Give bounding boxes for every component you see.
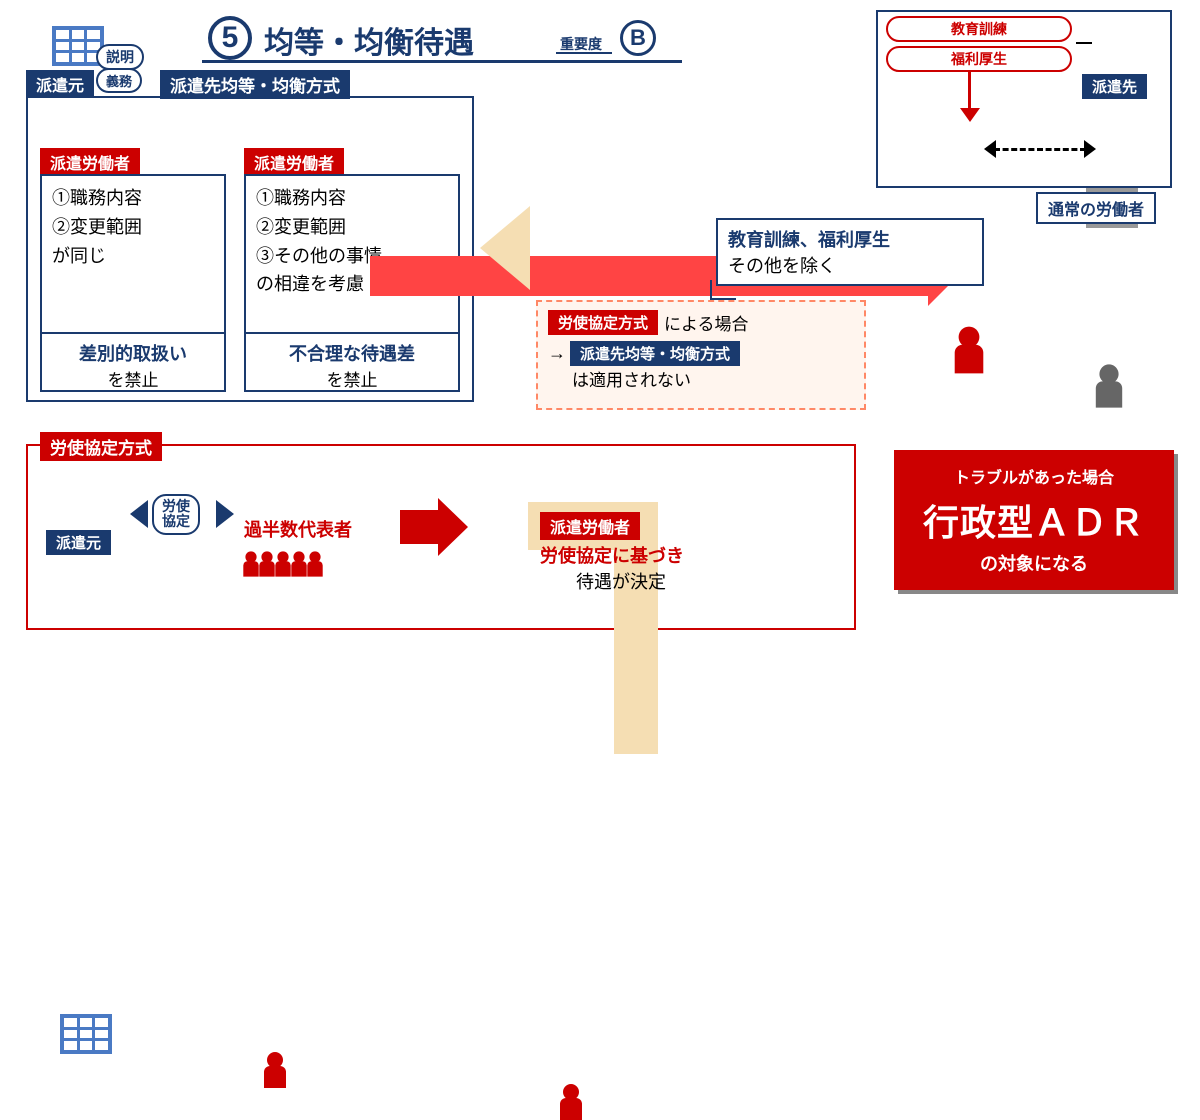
beige-arrowhead-icon xyxy=(480,206,530,290)
mid-t1: による場合 xyxy=(664,310,749,335)
col1-foot2: を禁止 xyxy=(48,366,218,391)
dot-arrow-l-icon xyxy=(984,140,996,158)
m2-arr-l-icon xyxy=(130,500,148,528)
m2-red-arrow-body xyxy=(400,510,440,544)
importance-grade: B xyxy=(620,20,656,56)
col1-l2: ②変更範囲 xyxy=(52,213,214,242)
mid-tag1: 労使協定方式 xyxy=(548,310,658,335)
mid-t2: は適用されない xyxy=(548,366,854,391)
adr-box: トラブルがあった場合 行政型ＡＤＲ の対象になる xyxy=(894,450,1174,590)
mid-arrow: → xyxy=(548,343,566,364)
dest-label: 派遣先 xyxy=(1082,74,1147,99)
mid-tag2: 派遣先均等・均衡方式 xyxy=(570,341,740,366)
rep-icon xyxy=(264,1052,286,1088)
method2-header: 労使協定方式 xyxy=(40,432,162,461)
m2-pill-2: 協定 xyxy=(162,514,190,529)
m2-src-label: 派遣元 xyxy=(46,530,111,555)
col1-l1: ①職務内容 xyxy=(52,184,214,213)
pill-training: 教育訓練 xyxy=(886,16,1072,42)
col1-l3: が同じ xyxy=(52,242,214,271)
dotted-line xyxy=(994,148,1086,151)
col1-foot1: 差別的取扱い xyxy=(48,340,218,366)
m2-arr-r-icon xyxy=(216,500,234,528)
col2-l1: ①職務内容 xyxy=(256,184,448,213)
m2-worker-icon xyxy=(560,1084,582,1120)
m2-r2: 待遇が決定 xyxy=(576,568,666,594)
col2-foot2: を禁止 xyxy=(252,366,452,391)
m2-pill-1: 労使 xyxy=(162,499,190,514)
m2-red-arrowhead-icon xyxy=(438,498,468,556)
col1-tag: 派遣労働者 xyxy=(40,148,140,176)
col2-l2: ②変更範囲 xyxy=(256,213,448,242)
page-title: 均等・均衡待遇 xyxy=(264,18,474,62)
normal-worker-icon xyxy=(1096,364,1122,407)
m2-pill: 労使 協定 xyxy=(152,494,200,535)
adr-l3: の対象になる xyxy=(904,550,1164,576)
note-connector xyxy=(710,280,736,300)
col1-box: ①職務内容 ②変更範囲 が同じ 差別的取扱い を禁止 xyxy=(40,174,226,392)
explain-badge: 説明 xyxy=(96,44,144,70)
note-l1: 教育訓練、福利厚生 xyxy=(728,226,972,252)
importance-label: 重要度 xyxy=(560,34,602,54)
m2-r1: 労使協定に基づき xyxy=(540,542,684,568)
note-l2: その他を除く xyxy=(728,252,972,278)
adr-l1: トラブルがあった場合 xyxy=(904,464,1164,488)
adr-l2: 行政型ＡＤＲ xyxy=(904,494,1164,546)
down-arrowhead-icon xyxy=(960,108,980,122)
col2-tag: 派遣労働者 xyxy=(244,148,344,176)
middle-box: 労使協定方式 による場合 → 派遣先均等・均衡方式 は適用されない xyxy=(536,300,866,410)
m2-building-icon xyxy=(60,1008,112,1054)
crowd-icon xyxy=(240,546,326,582)
duty-badge: 義務 xyxy=(96,68,142,93)
source-label: 派遣元 xyxy=(26,70,94,98)
dispatch-label: 派遣 xyxy=(700,144,740,173)
dest-pills: 教育訓練 福利厚生 xyxy=(886,16,1072,72)
note-box: 教育訓練、福利厚生 その他を除く xyxy=(716,218,984,286)
method1-header: 派遣先均等・均衡方式 xyxy=(160,70,350,99)
down-line xyxy=(968,72,971,110)
col2-foot1: 不合理な待遇差 xyxy=(252,340,452,366)
m2-worker-tag: 派遣労働者 xyxy=(540,512,640,540)
pill-welfare: 福利厚生 xyxy=(886,46,1072,72)
imp-underline xyxy=(556,52,612,54)
normal-worker-label: 通常の労働者 xyxy=(1036,192,1156,224)
section-number: 5 xyxy=(208,16,252,60)
rep-label: 過半数代表者 xyxy=(244,516,352,542)
dot-arrow-r-icon xyxy=(1084,140,1096,158)
title-underline xyxy=(202,60,682,63)
side-line xyxy=(1076,42,1092,44)
dest-worker-icon xyxy=(955,327,984,374)
